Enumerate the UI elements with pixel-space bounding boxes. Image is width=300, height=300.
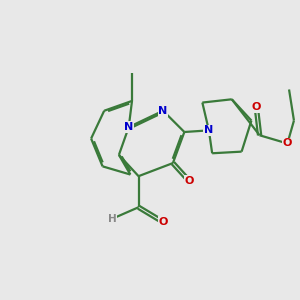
Text: O: O	[184, 176, 194, 186]
Text: O: O	[283, 139, 292, 148]
Text: O: O	[158, 217, 168, 227]
Text: N: N	[158, 106, 168, 116]
Text: N: N	[124, 122, 134, 132]
Text: N: N	[204, 125, 214, 135]
Text: O: O	[252, 103, 261, 112]
Text: H: H	[108, 214, 117, 224]
